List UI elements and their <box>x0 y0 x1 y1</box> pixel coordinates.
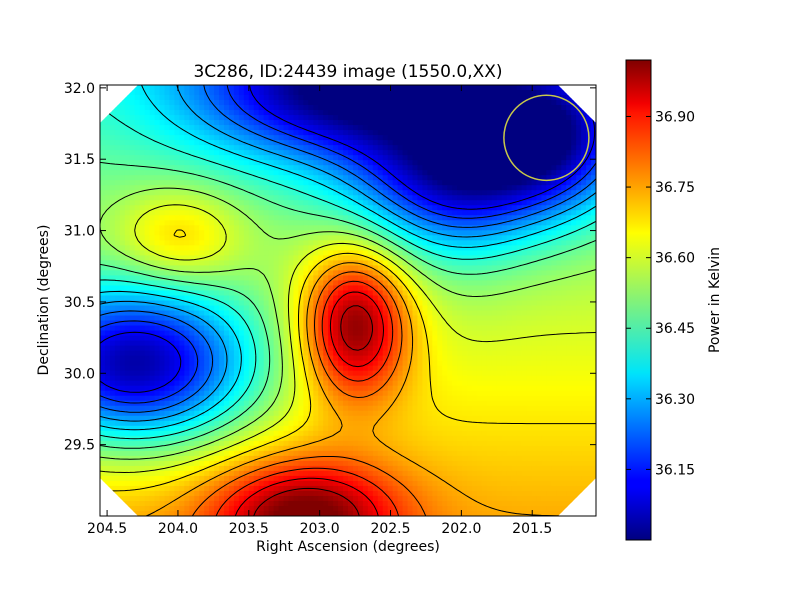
x-tick-label: 203.0 <box>300 521 340 537</box>
y-tick-label: 30.0 <box>64 366 95 382</box>
colorbar-tick-label: 36.60 <box>655 251 695 267</box>
y-tick-label: 30.5 <box>64 295 95 311</box>
y-tick-label: 29.5 <box>64 438 95 454</box>
y-tick-label: 31.5 <box>64 152 95 168</box>
colorbar: 36.15 36.30 36.45 36.60 36.75 36.90 Power in … <box>626 60 723 540</box>
y-axis-label: Declination (degrees) <box>36 225 52 376</box>
y-tick-label: 31.0 <box>64 224 95 240</box>
colorbar-tick-label: 36.45 <box>655 321 695 337</box>
x-tick-label: 203.5 <box>229 521 269 537</box>
heatmap-image <box>100 85 597 517</box>
colorbar-tick-label: 36.75 <box>655 180 695 196</box>
chart-title: 3C286, ID:24439 image (1550.0,XX) <box>193 62 502 82</box>
x-axis-label: Right Ascension (degrees) <box>256 539 440 555</box>
colorbar-label: Power in Kelvin <box>707 247 723 353</box>
x-tick-label: 204.0 <box>158 521 198 537</box>
colorbar-tick-label: 36.15 <box>655 462 695 478</box>
x-tick-label: 204.5 <box>87 521 127 537</box>
x-tick-label: 202.0 <box>441 521 481 537</box>
colorbar-gradient <box>626 60 651 540</box>
x-tick-label: 201.5 <box>512 521 552 537</box>
x-tick-label: 202.5 <box>370 521 410 537</box>
plot-area: 204.5 204.0 203.5 203.0 202.5 202.0 201.5 29.5… <box>64 81 597 537</box>
colorbar-tick-label: 36.90 <box>655 109 695 125</box>
colorbar-tick-label: 36.30 <box>655 392 695 408</box>
y-tick-label: 32.0 <box>64 81 95 97</box>
